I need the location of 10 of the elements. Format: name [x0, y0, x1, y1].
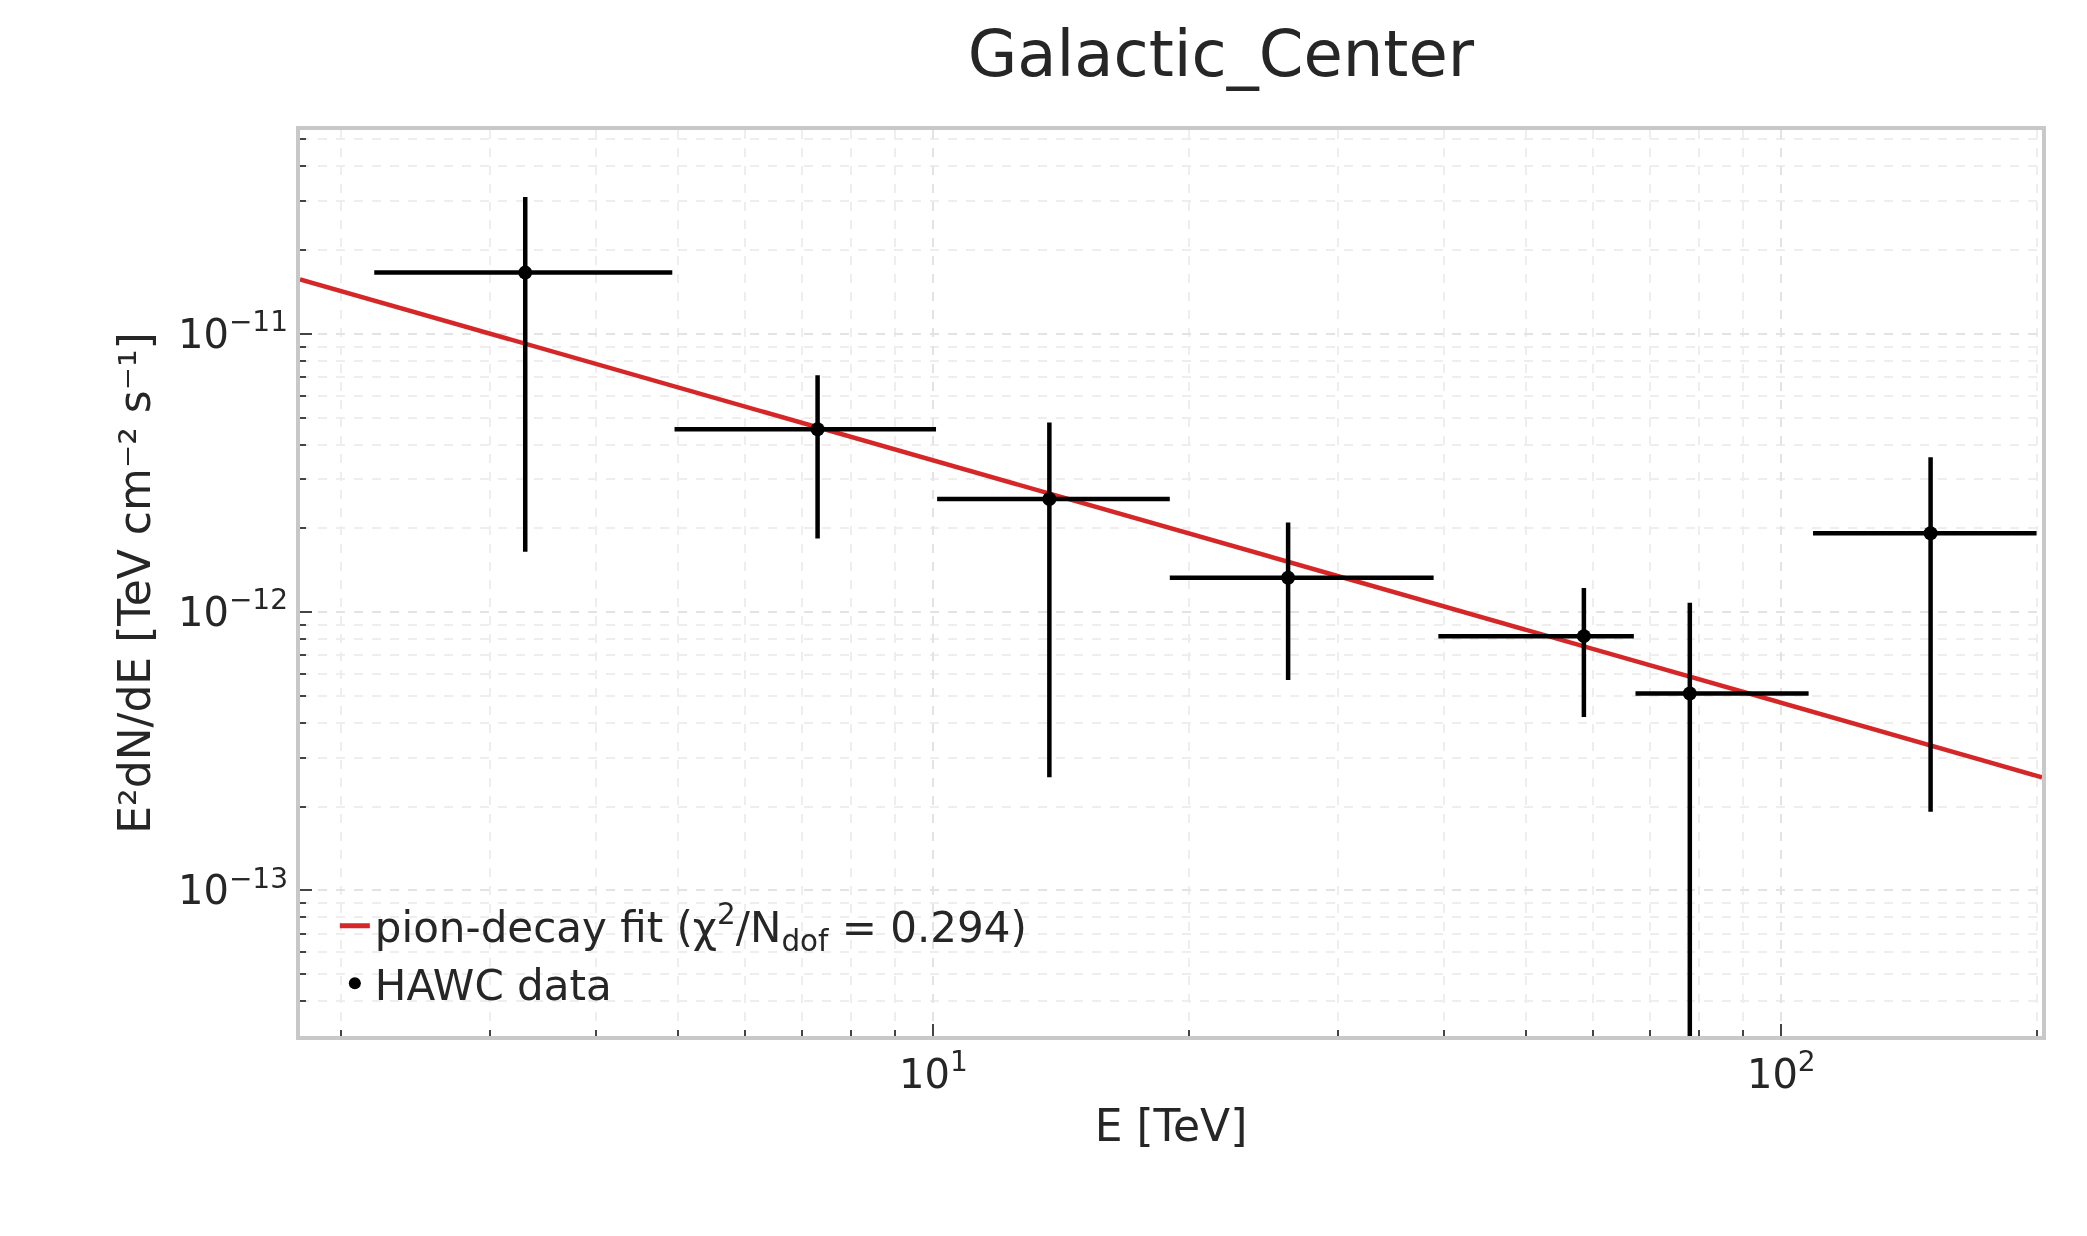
- x-axis-title: E [TeV]: [1094, 1099, 1248, 1151]
- y-tick-label: 10$^{−13}$: [178, 861, 288, 914]
- x-tick-label: 10$^{1}$: [899, 1045, 968, 1097]
- legend-label: HAWC data: [374, 960, 612, 1010]
- chart-title: Galactic_Center: [967, 16, 1475, 91]
- y-tick-label: 10$^{−12}$: [178, 583, 288, 636]
- legend-label: pion-decay fit (χ$^{2}$/N$_{dof}$ = 0.294): [374, 897, 1027, 958]
- y-axis-title: E²dN/dE [TeV cm⁻² s⁻¹]: [108, 332, 160, 834]
- x-tick-label: 10$^{2}$: [1746, 1045, 1816, 1097]
- y-tick-label: 10$^{−11}$: [178, 305, 288, 357]
